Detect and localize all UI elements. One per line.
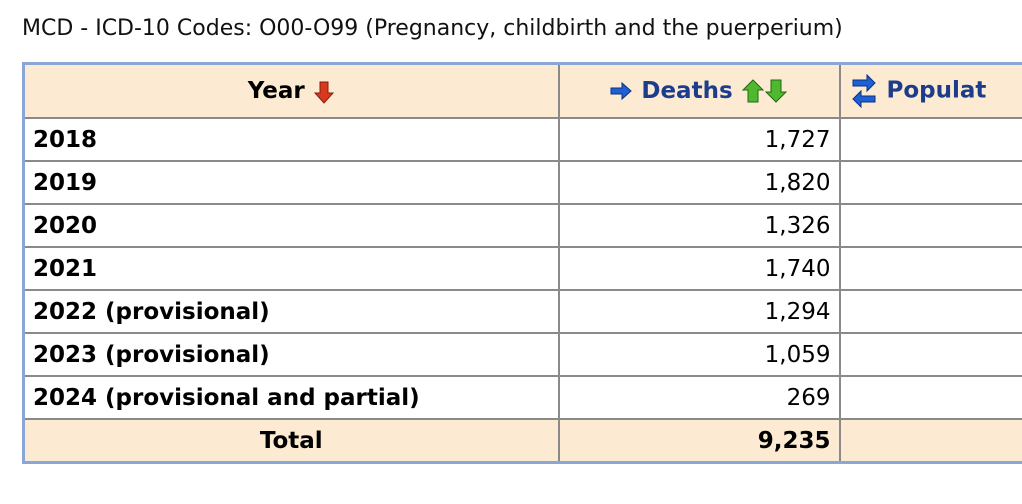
header-cell: Year [22, 62, 560, 119]
data-row: 2022 (provisional)1,2943 [22, 289, 1022, 334]
year-cell: 2022 (provisional) [22, 289, 560, 334]
value-cell: 2,31 [838, 418, 1022, 464]
table-body: 20181,727320191,820320201,326320211,7403… [22, 117, 1022, 464]
year-cell: 2018 [22, 117, 560, 162]
year-cell: 2020 [22, 203, 560, 248]
sort-desc-icon[interactable] [313, 80, 335, 104]
value-cell: 3 [838, 375, 1022, 420]
value-cell: 269 [557, 375, 841, 420]
header-label: Deaths [641, 77, 733, 104]
header-label: Populat [886, 77, 987, 104]
value-cell: 1,294 [557, 289, 841, 334]
value-cell: 3 [838, 332, 1022, 377]
header-row: Year Deaths Populat [22, 62, 1022, 119]
value-cell: 1,059 [557, 332, 841, 377]
header-label: Year [247, 78, 305, 104]
value-cell: 3 [838, 289, 1022, 334]
header-cell: Populat [838, 62, 1022, 119]
move-icon[interactable] [609, 81, 633, 101]
value-cell: 3 [838, 160, 1022, 205]
value-cell: 1,727 [557, 117, 841, 162]
value-cell: 1,740 [557, 246, 841, 291]
results-table: Year Deaths Populat 20181,727320191,8203… [22, 62, 1022, 464]
year-cell: 2024 (provisional and partial) [22, 375, 560, 420]
value-cell: 1,820 [557, 160, 841, 205]
value-cell: 3 [838, 117, 1022, 162]
year-cell: 2019 [22, 160, 560, 205]
value-cell: 3 [838, 203, 1022, 248]
value-cell: 1,326 [557, 203, 841, 248]
year-cell: 2023 (provisional) [22, 332, 560, 377]
sort-icons[interactable] [741, 78, 789, 104]
data-row: 2024 (provisional and partial)2693 [22, 375, 1022, 420]
value-cell: 3 [838, 246, 1022, 291]
swap-icon[interactable] [849, 73, 879, 109]
year-cell: 2021 [22, 246, 560, 291]
year-cell: Total [22, 418, 560, 464]
header-cell: Deaths [557, 62, 841, 119]
value-cell: 9,235 [557, 418, 841, 464]
caption: MCD - ICD-10 Codes: O00-O99 (Pregnancy, … [22, 16, 843, 41]
data-row: 2023 (provisional)1,0593 [22, 332, 1022, 377]
